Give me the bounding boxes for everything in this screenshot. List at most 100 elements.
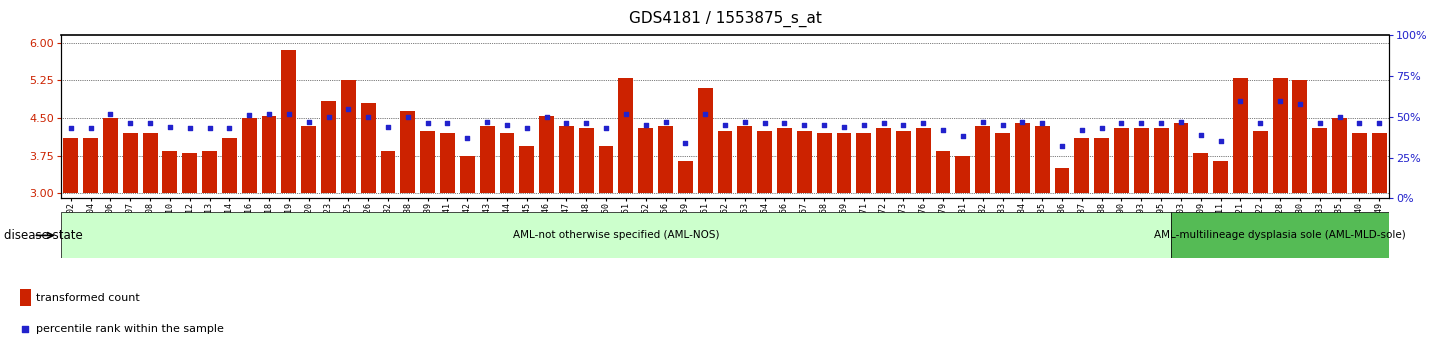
Point [1308,120,1331,126]
Bar [619,78,634,193]
Bar [956,156,970,193]
Point [1031,120,1054,126]
Bar [302,126,316,193]
Bar [519,145,534,193]
Bar [599,145,613,193]
Point [574,120,597,126]
Point [1248,120,1272,126]
Bar [896,131,911,193]
Point [972,119,995,125]
Bar [341,80,355,193]
Point [1228,98,1251,103]
Point [496,122,519,128]
Point [832,124,856,130]
Point [59,125,83,131]
Bar [439,133,455,193]
Point [515,125,538,131]
Point [654,119,677,125]
Point [199,125,222,131]
Bar [876,128,890,193]
Text: GDS4181 / 1553875_s_at: GDS4181 / 1553875_s_at [628,11,822,27]
Text: AML-not otherwise specified (AML-NOS): AML-not otherwise specified (AML-NOS) [513,230,719,240]
Point [853,122,876,128]
Bar [83,138,99,193]
Bar [679,161,693,193]
Point [336,106,360,112]
Point [357,114,380,120]
Bar [1173,123,1189,193]
Point [1150,120,1173,126]
Bar [61,212,1172,258]
Point [951,133,974,139]
Bar [103,118,117,193]
Bar [539,115,554,193]
Point [476,119,499,125]
Bar [857,133,871,193]
Point [1011,119,1034,125]
Point [218,125,241,131]
Bar [499,133,515,193]
Bar [1095,138,1109,193]
Point [1090,125,1114,131]
Bar [1232,78,1248,193]
Point [455,135,479,141]
Bar [123,133,138,193]
Bar [697,88,712,193]
Bar [1214,161,1228,193]
Point [1189,132,1212,138]
Bar [1054,168,1070,193]
Bar [361,103,376,193]
Bar [1253,131,1267,193]
Point [1130,120,1153,126]
Point [416,120,439,126]
Bar [1312,128,1327,193]
Point [258,111,281,116]
Bar [1114,128,1130,193]
Point [615,111,638,116]
Point [594,125,618,131]
Point [178,125,202,131]
Bar [261,115,277,193]
Point [158,124,181,130]
Point [297,119,320,125]
Point [238,112,261,118]
Bar [281,50,296,193]
Point [871,120,895,126]
Point [1269,98,1292,103]
Point [793,122,816,128]
Bar [19,289,30,307]
Point [1169,119,1192,125]
Bar [777,128,792,193]
Point [773,120,796,126]
Bar [816,133,831,193]
Point [753,120,776,126]
Point [1328,114,1351,120]
Bar [1172,212,1389,258]
Bar [1372,133,1386,193]
Bar [142,133,158,193]
Bar [1134,128,1148,193]
Bar [1292,80,1308,193]
Bar [380,151,396,193]
Bar [579,128,593,193]
Point [318,114,341,120]
Bar [1351,133,1367,193]
Bar [757,131,771,193]
Bar [1074,138,1089,193]
Point [139,120,162,126]
Point [1367,120,1391,126]
Point [277,111,300,116]
Bar [420,131,435,193]
Text: AML-multilineage dysplasia sole (AML-MLD-sole): AML-multilineage dysplasia sole (AML-MLD… [1154,230,1406,240]
Bar [916,128,931,193]
Text: percentile rank within the sample: percentile rank within the sample [36,324,223,335]
Bar [162,151,177,193]
Bar [1035,126,1050,193]
Point [1070,127,1093,133]
Bar [222,138,236,193]
Bar [183,153,197,193]
Point [634,122,657,128]
Text: transformed count: transformed count [36,292,139,303]
Bar [460,156,474,193]
Bar [638,128,652,193]
